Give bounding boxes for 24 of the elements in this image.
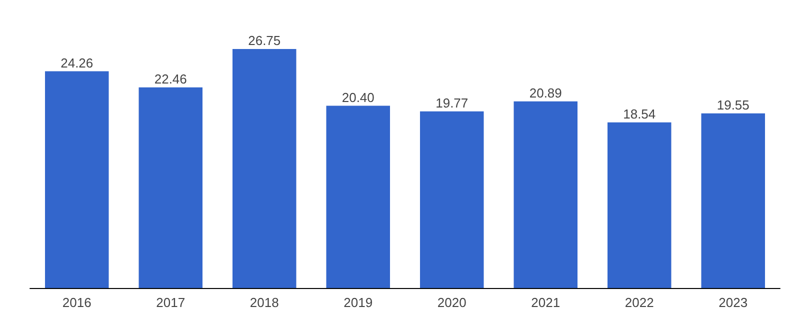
bar	[701, 113, 765, 288]
bar	[45, 71, 109, 288]
data-label: 20.89	[529, 85, 562, 100]
data-label: 19.55	[716, 97, 750, 112]
x-tick-label: 2023	[718, 295, 748, 310]
bar	[138, 87, 202, 288]
x-tick-label: 2022	[624, 295, 654, 310]
bar	[608, 122, 672, 288]
x-tick-label: 2020	[437, 295, 466, 310]
bar	[420, 111, 484, 288]
data-label: 24.26	[60, 55, 94, 70]
x-tick-label: 2016	[62, 295, 92, 310]
bar	[514, 101, 578, 288]
data-label: 26.75	[248, 33, 281, 48]
x-tick-label: 2021	[531, 295, 560, 310]
data-label: 22.46	[154, 71, 187, 86]
x-tick-label: 2019	[344, 295, 373, 310]
data-label: 18.54	[623, 106, 656, 122]
bar	[326, 106, 390, 288]
x-tick-label: 2017	[156, 295, 186, 310]
data-label: 19.77	[436, 95, 468, 110]
data-label: 20.40	[342, 90, 374, 105]
bar	[232, 49, 296, 288]
x-tick-label: 2018	[250, 295, 279, 310]
